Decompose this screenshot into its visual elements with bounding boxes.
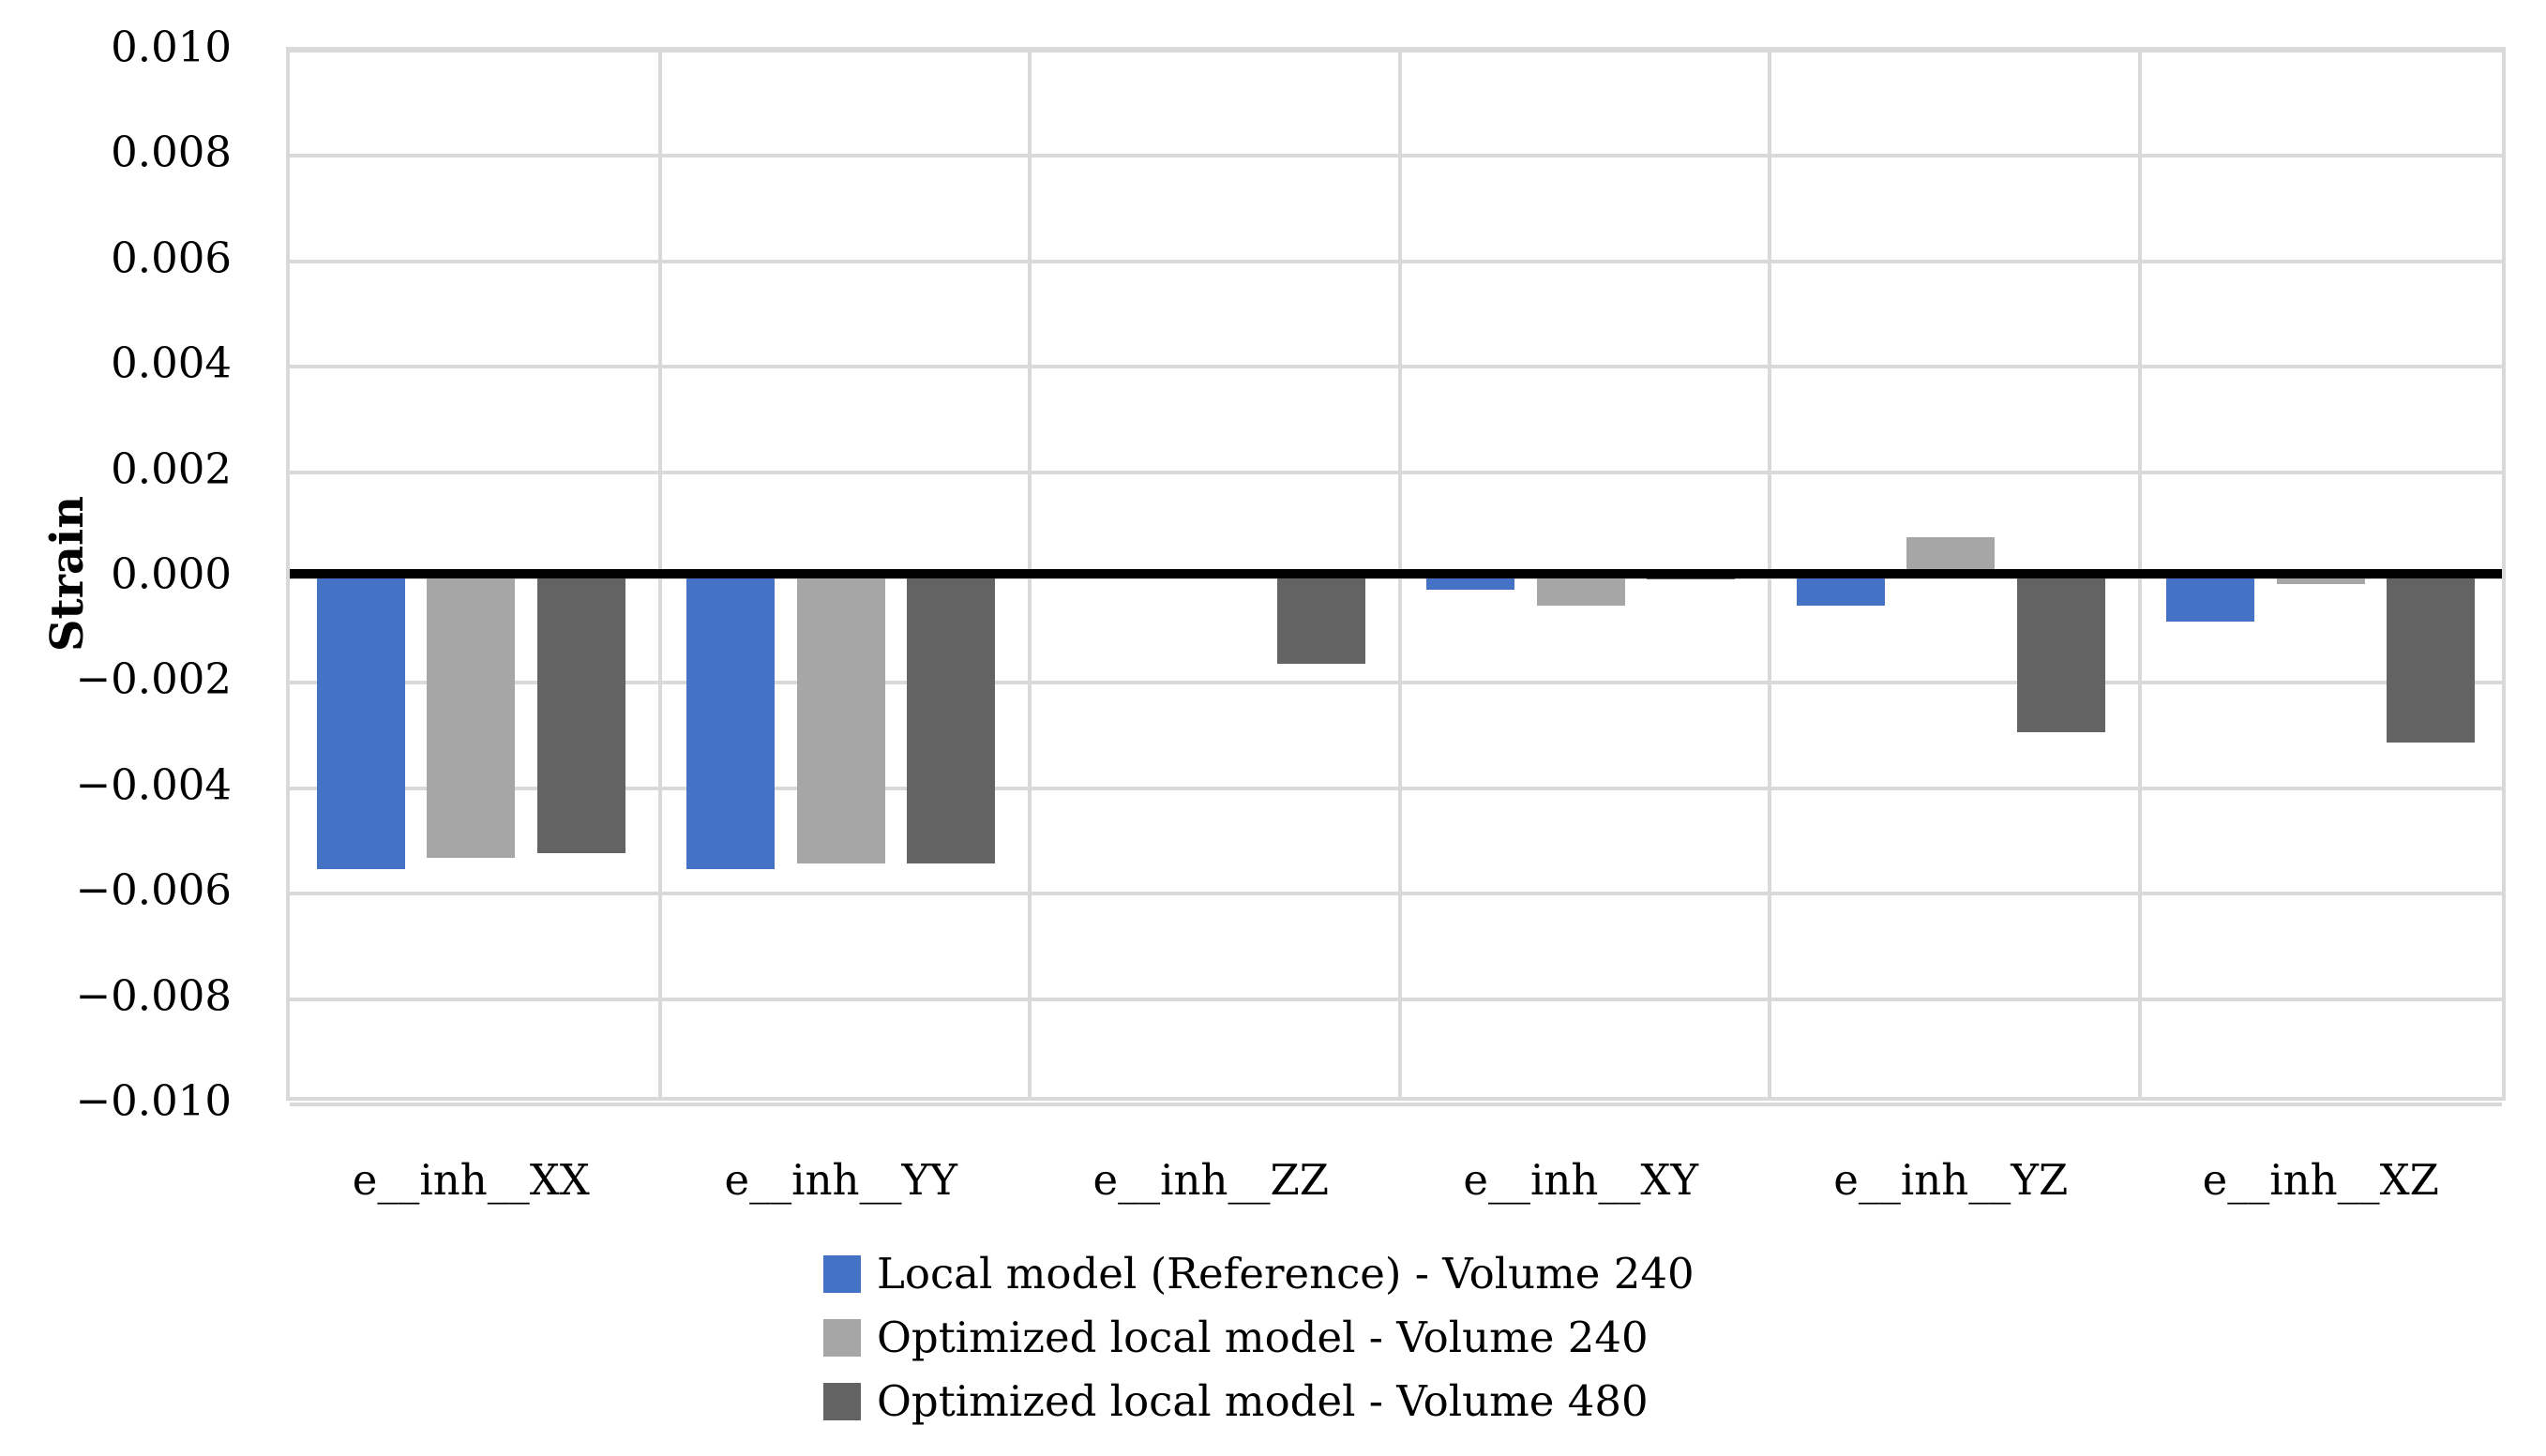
y-tick-label: 0.010 [111, 22, 232, 72]
horizontal-gridline [290, 259, 2502, 263]
legend-item: Optimized local model - Volume 480 [823, 1380, 1695, 1422]
y-tick-label: 0.002 [111, 443, 232, 494]
legend-item: Optimized local model - Volume 240 [823, 1316, 1695, 1358]
horizontal-gridline [290, 997, 2502, 1001]
y-tick-label: −0.004 [75, 759, 232, 810]
bar-series2-e_inh_XX [427, 574, 516, 859]
horizontal-gridline [290, 1103, 2502, 1106]
horizontal-gridline [290, 892, 2502, 896]
horizontal-gridline [290, 786, 2502, 790]
bar-series2-e_inh_XY [1536, 574, 1625, 606]
bar-series3-e_inh_XZ [2387, 574, 2476, 743]
x-tick-label: e__inh__YY [724, 1155, 957, 1205]
x-tick-label: e__inh__XY [1463, 1155, 1699, 1205]
bar-series3-e_inh_YZ [2016, 574, 2105, 732]
bar-series1-e_inh_YY [686, 574, 776, 869]
horizontal-gridline [290, 365, 2502, 369]
horizontal-gridline [290, 681, 2502, 685]
zero-axis-line [290, 569, 2502, 578]
bar-series3-e_inh_YY [907, 574, 996, 864]
x-tick-label: e__inh__ZZ [1092, 1155, 1330, 1205]
horizontal-gridline [290, 154, 2502, 158]
x-tick-label: e__inh__XZ [2202, 1155, 2439, 1205]
bar-series2-e_inh_YZ [1906, 536, 1996, 574]
legend-label: Local model (Reference) - Volume 240 [877, 1249, 1695, 1298]
legend: Local model (Reference) - Volume 240 Opti… [823, 1253, 1695, 1422]
horizontal-gridline [290, 49, 2502, 53]
plot-area [286, 47, 2506, 1106]
bar-series2-e_inh_XZ [2276, 574, 2365, 585]
y-tick-label: −0.002 [75, 653, 232, 704]
legend-swatch-icon [823, 1382, 861, 1420]
bar-series1-e_inh_XZ [2166, 574, 2255, 622]
y-tick-label: −0.008 [75, 970, 232, 1021]
x-tick-label: e__inh__XX [352, 1155, 590, 1205]
legend-swatch-icon [823, 1318, 861, 1357]
bar-series2-e_inh_YY [796, 574, 885, 864]
y-tick-label: −0.010 [75, 1075, 232, 1126]
legend-label: Optimized local model - Volume 480 [877, 1376, 1649, 1426]
legend-item: Local model (Reference) - Volume 240 [823, 1253, 1695, 1295]
bar-series3-e_inh_ZZ [1276, 574, 1365, 664]
bar-series3-e_inh_XX [536, 574, 625, 853]
legend-label: Optimized local model - Volume 240 [877, 1313, 1649, 1362]
y-tick-label: 0.004 [111, 338, 232, 388]
y-tick-label: 0.008 [111, 127, 232, 177]
legend-swatch-icon [823, 1254, 861, 1293]
y-tick-label: 0.000 [111, 548, 232, 599]
horizontal-gridline [290, 470, 2502, 474]
y-tick-label: −0.006 [75, 864, 232, 915]
bar-series1-e_inh_XX [316, 574, 405, 869]
x-tick-label: e__inh__YZ [1833, 1155, 2069, 1205]
bar-series1-e_inh_YZ [1796, 574, 1885, 606]
y-tick-label: 0.006 [111, 233, 232, 283]
